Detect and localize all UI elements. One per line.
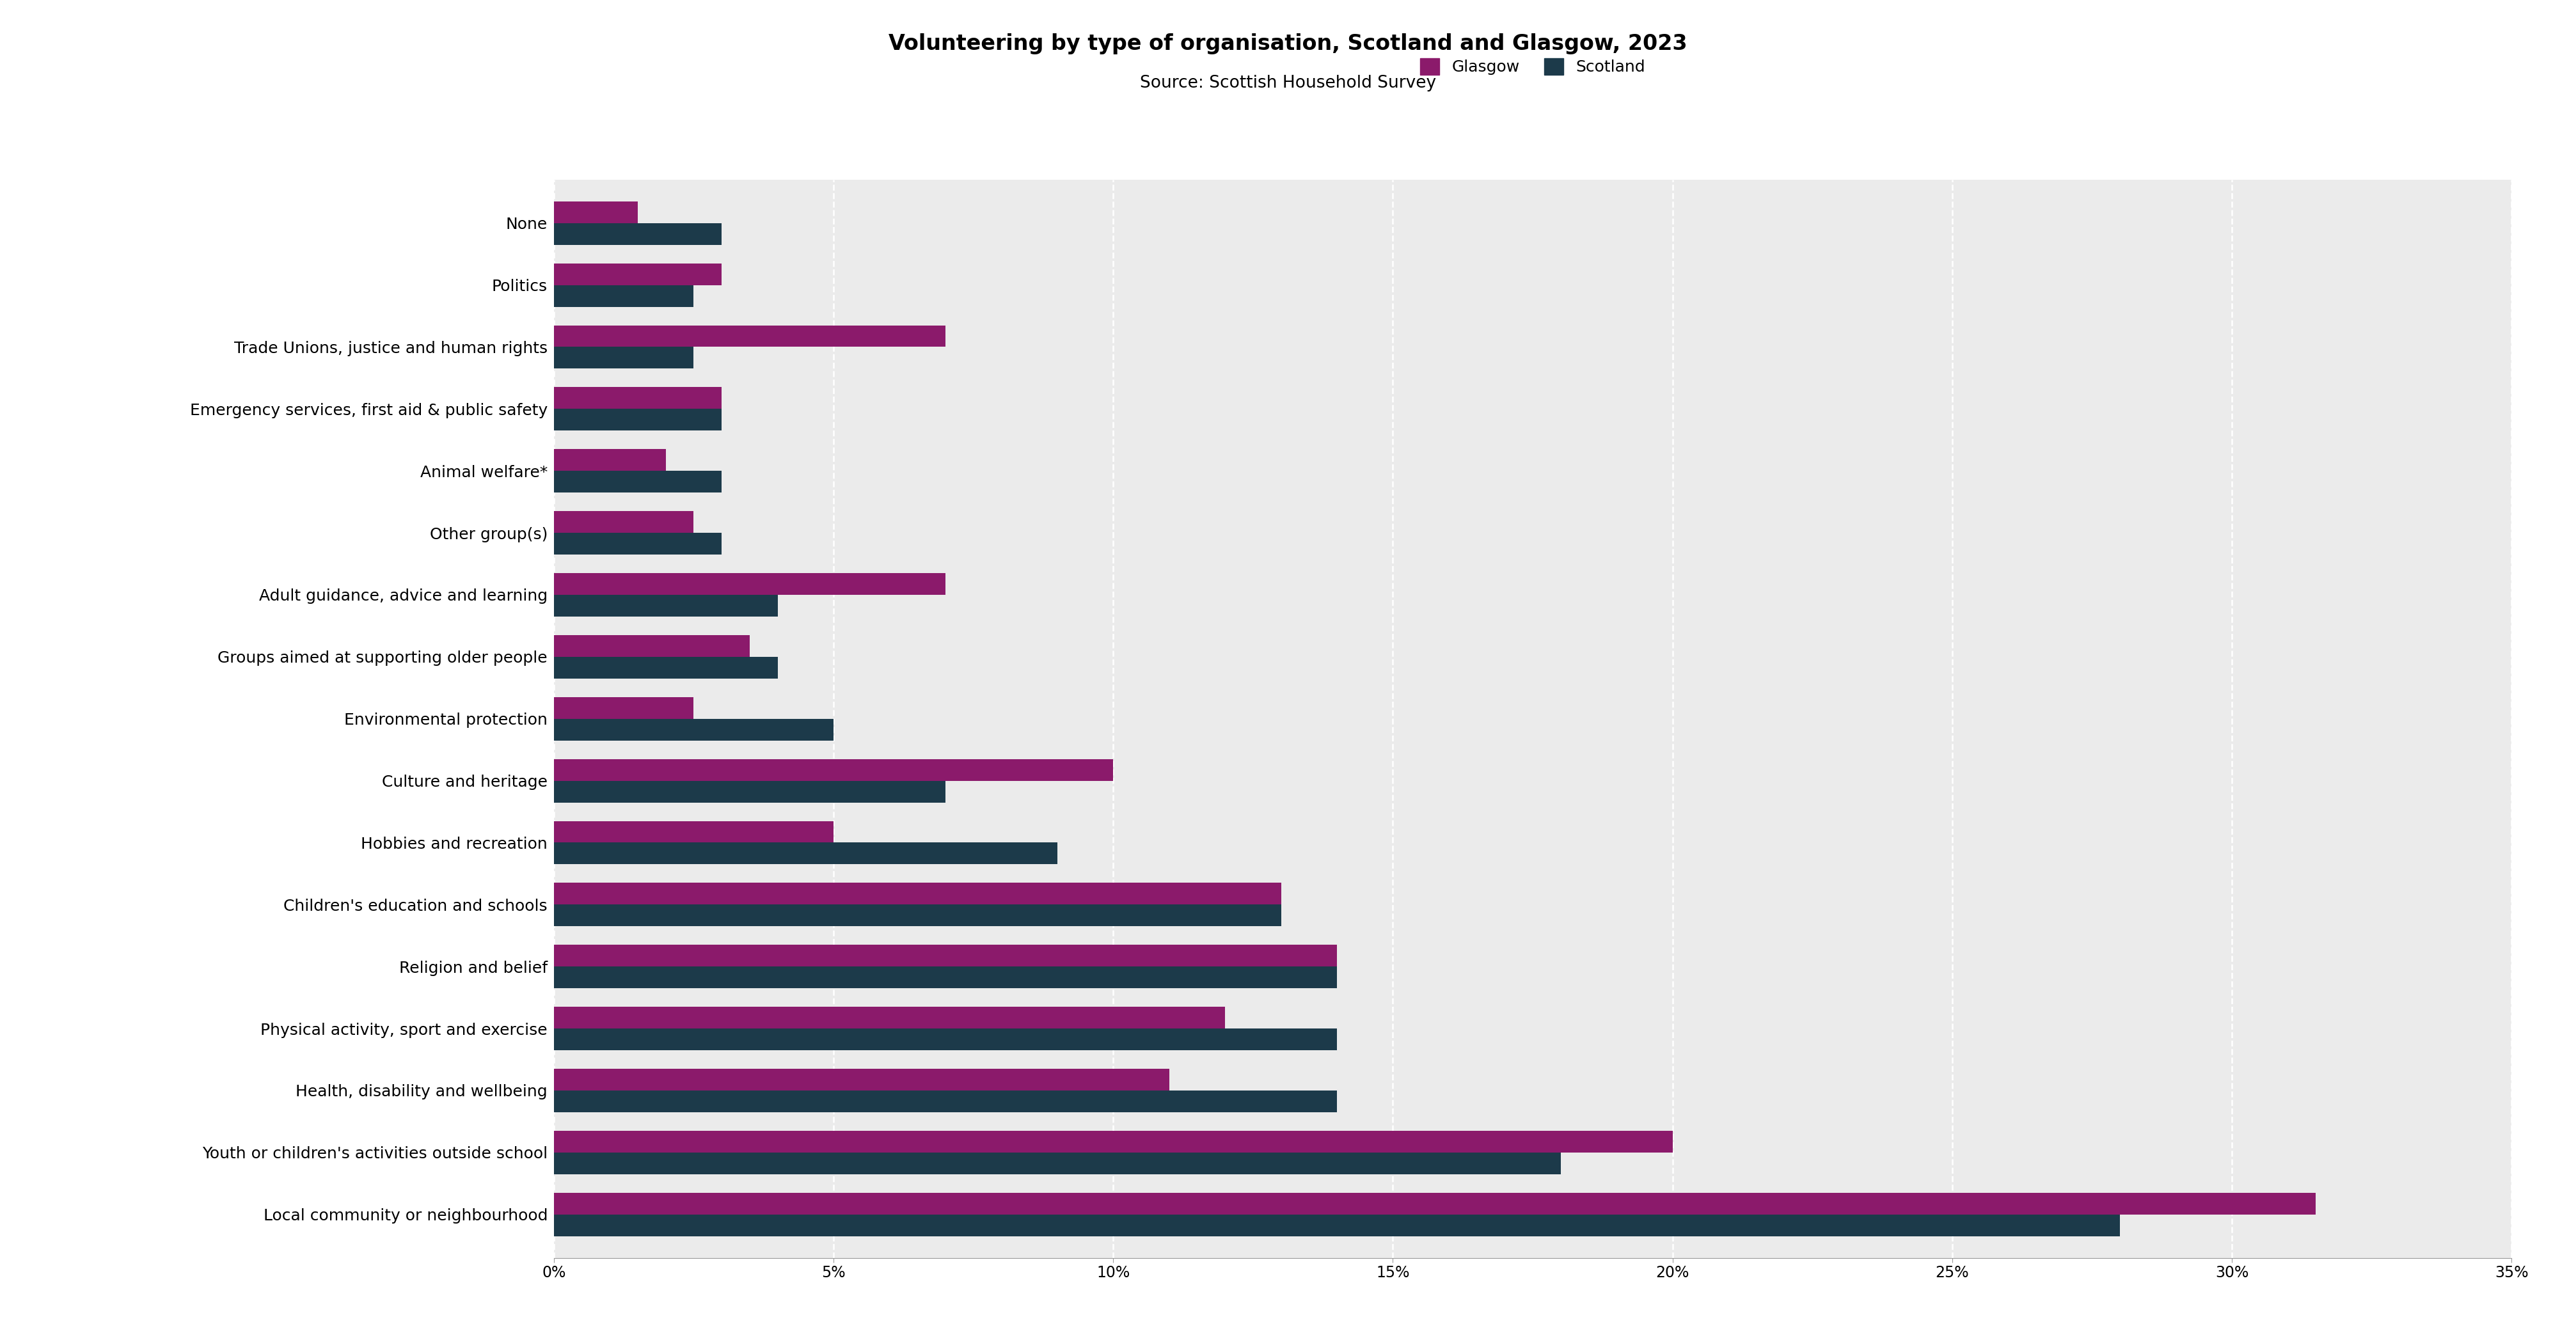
Bar xyxy=(554,264,721,285)
Bar xyxy=(554,450,665,471)
Bar xyxy=(554,882,1280,905)
Bar xyxy=(554,1193,2316,1214)
Bar xyxy=(554,719,835,740)
Bar xyxy=(554,201,639,224)
Bar xyxy=(554,1153,1561,1174)
Text: Source: Scottish Household Survey: Source: Scottish Household Survey xyxy=(1139,75,1437,91)
Bar xyxy=(554,759,1113,781)
Text: Volunteering by type of organisation, Scotland and Glasgow, 2023: Volunteering by type of organisation, Sc… xyxy=(889,33,1687,55)
Bar xyxy=(554,635,750,656)
Bar xyxy=(554,325,945,347)
Bar xyxy=(554,532,721,555)
Bar xyxy=(554,905,1280,926)
Bar xyxy=(554,471,721,492)
Bar xyxy=(554,511,693,532)
Bar xyxy=(554,781,945,803)
Bar xyxy=(554,697,693,719)
Bar xyxy=(554,843,1056,864)
Bar xyxy=(554,945,1337,966)
Bar xyxy=(554,1131,1672,1153)
Bar xyxy=(554,1214,2120,1236)
Bar xyxy=(554,387,721,409)
Bar xyxy=(554,1069,1170,1090)
Bar xyxy=(554,347,693,369)
Bar xyxy=(554,821,835,843)
Bar xyxy=(554,574,945,595)
Bar xyxy=(554,966,1337,988)
Bar xyxy=(554,1029,1337,1050)
Bar xyxy=(554,409,721,431)
Bar xyxy=(554,1006,1226,1029)
Bar xyxy=(554,595,778,616)
Bar xyxy=(554,224,721,245)
Legend: Glasgow, Scotland: Glasgow, Scotland xyxy=(1419,59,1646,75)
Bar xyxy=(554,1090,1337,1113)
Bar xyxy=(554,656,778,679)
Bar xyxy=(554,285,693,306)
